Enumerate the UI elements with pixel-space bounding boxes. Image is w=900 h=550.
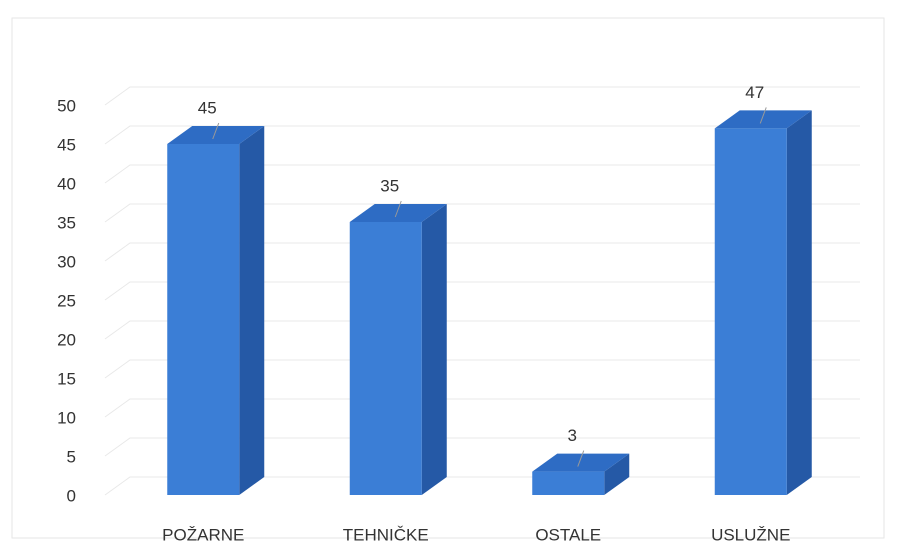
leader-line bbox=[759, 107, 767, 124]
grid-line bbox=[104, 398, 860, 418]
grid-line bbox=[104, 203, 860, 223]
data-label: 45 bbox=[198, 98, 217, 117]
y-tick-label: 45 bbox=[57, 135, 76, 154]
leader-line bbox=[577, 450, 585, 467]
bar-side bbox=[421, 204, 447, 495]
data-label: 3 bbox=[568, 426, 577, 445]
leader-line bbox=[394, 200, 402, 218]
grid-line bbox=[104, 242, 860, 262]
bar-top bbox=[714, 110, 812, 129]
y-tick-label: 0 bbox=[67, 486, 76, 505]
y-tick-label: 20 bbox=[57, 330, 76, 349]
grid-line bbox=[104, 320, 860, 340]
bar-front bbox=[714, 128, 787, 495]
bar-top bbox=[532, 453, 630, 472]
y-tick-label: 5 bbox=[67, 447, 76, 466]
y-tick-label: 25 bbox=[57, 291, 76, 310]
grid-line bbox=[104, 281, 860, 301]
grid-line bbox=[104, 86, 860, 106]
bar-top bbox=[167, 126, 265, 144]
bar bbox=[167, 126, 265, 495]
leader-line bbox=[212, 122, 220, 140]
bar bbox=[532, 453, 630, 495]
data-label: 35 bbox=[380, 176, 399, 195]
grid-line bbox=[104, 437, 860, 457]
bar-side bbox=[786, 110, 812, 496]
y-tick-label: 30 bbox=[57, 252, 76, 271]
grid-line bbox=[104, 125, 860, 145]
x-tick-label: POŽARNE bbox=[162, 525, 244, 544]
y-tick-label: 50 bbox=[57, 96, 76, 115]
y-tick-label: 40 bbox=[57, 174, 76, 193]
bar-front bbox=[167, 144, 240, 495]
grid-line bbox=[104, 164, 860, 184]
x-tick-label: USLUŽNE bbox=[711, 525, 790, 544]
bar-side bbox=[239, 126, 265, 495]
x-tick-label: OSTALE bbox=[535, 525, 601, 544]
bar bbox=[714, 110, 812, 496]
bar bbox=[349, 204, 447, 495]
grid-line bbox=[104, 359, 860, 379]
data-label: 47 bbox=[745, 83, 764, 102]
y-tick-label: 35 bbox=[57, 213, 76, 232]
bar-side bbox=[604, 453, 630, 495]
bar-front bbox=[532, 471, 605, 495]
y-tick-label: 10 bbox=[57, 408, 76, 427]
bar-top bbox=[349, 204, 447, 222]
bar-front bbox=[349, 222, 422, 495]
x-tick-label: TEHNIČKE bbox=[343, 525, 429, 544]
y-tick-label: 15 bbox=[57, 369, 76, 388]
